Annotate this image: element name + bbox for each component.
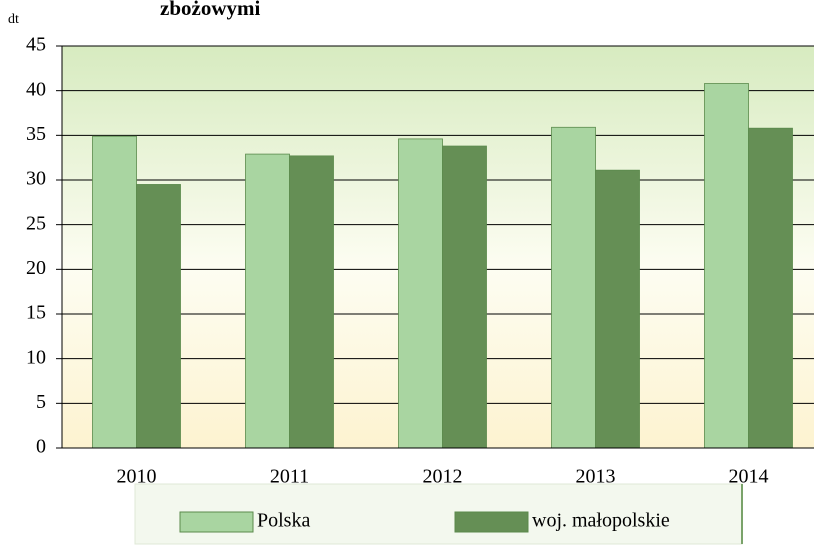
x-tick-label: 2013 [576,466,616,488]
y-tick-label: 5 [36,391,46,413]
y-tick-label: 25 [26,212,46,234]
bar [551,126,596,449]
x-tick-label: 2011 [270,466,309,488]
x-tick-label: 2012 [423,466,463,488]
x-tick-label: 2014 [729,466,769,488]
x-tick-label: 2010 [117,466,157,488]
bar [136,184,181,449]
bar [92,135,137,449]
bar [245,153,290,449]
y-tick-label: 20 [26,257,46,279]
y-tick-label: 10 [26,346,46,368]
bar [704,83,749,449]
legend-label: woj. małopolskie [532,510,670,532]
y-tick-label: 15 [26,302,46,324]
y-tick-label: 0 [36,436,46,458]
y-tick-label: 30 [26,168,46,190]
legend-swatch [179,511,254,533]
chart-title: zbożowymi [160,0,260,20]
bar [398,138,443,449]
bar [595,169,640,449]
y-tick-label: 35 [26,123,46,145]
bar [442,145,487,449]
y-tick-label: 45 [26,34,46,56]
legend-label: Polska [257,510,310,532]
y-tick-label: 40 [26,78,46,100]
bar [748,127,793,449]
legend-swatch [454,511,529,533]
y-axis-label: dt [8,12,19,27]
bar [289,155,334,449]
